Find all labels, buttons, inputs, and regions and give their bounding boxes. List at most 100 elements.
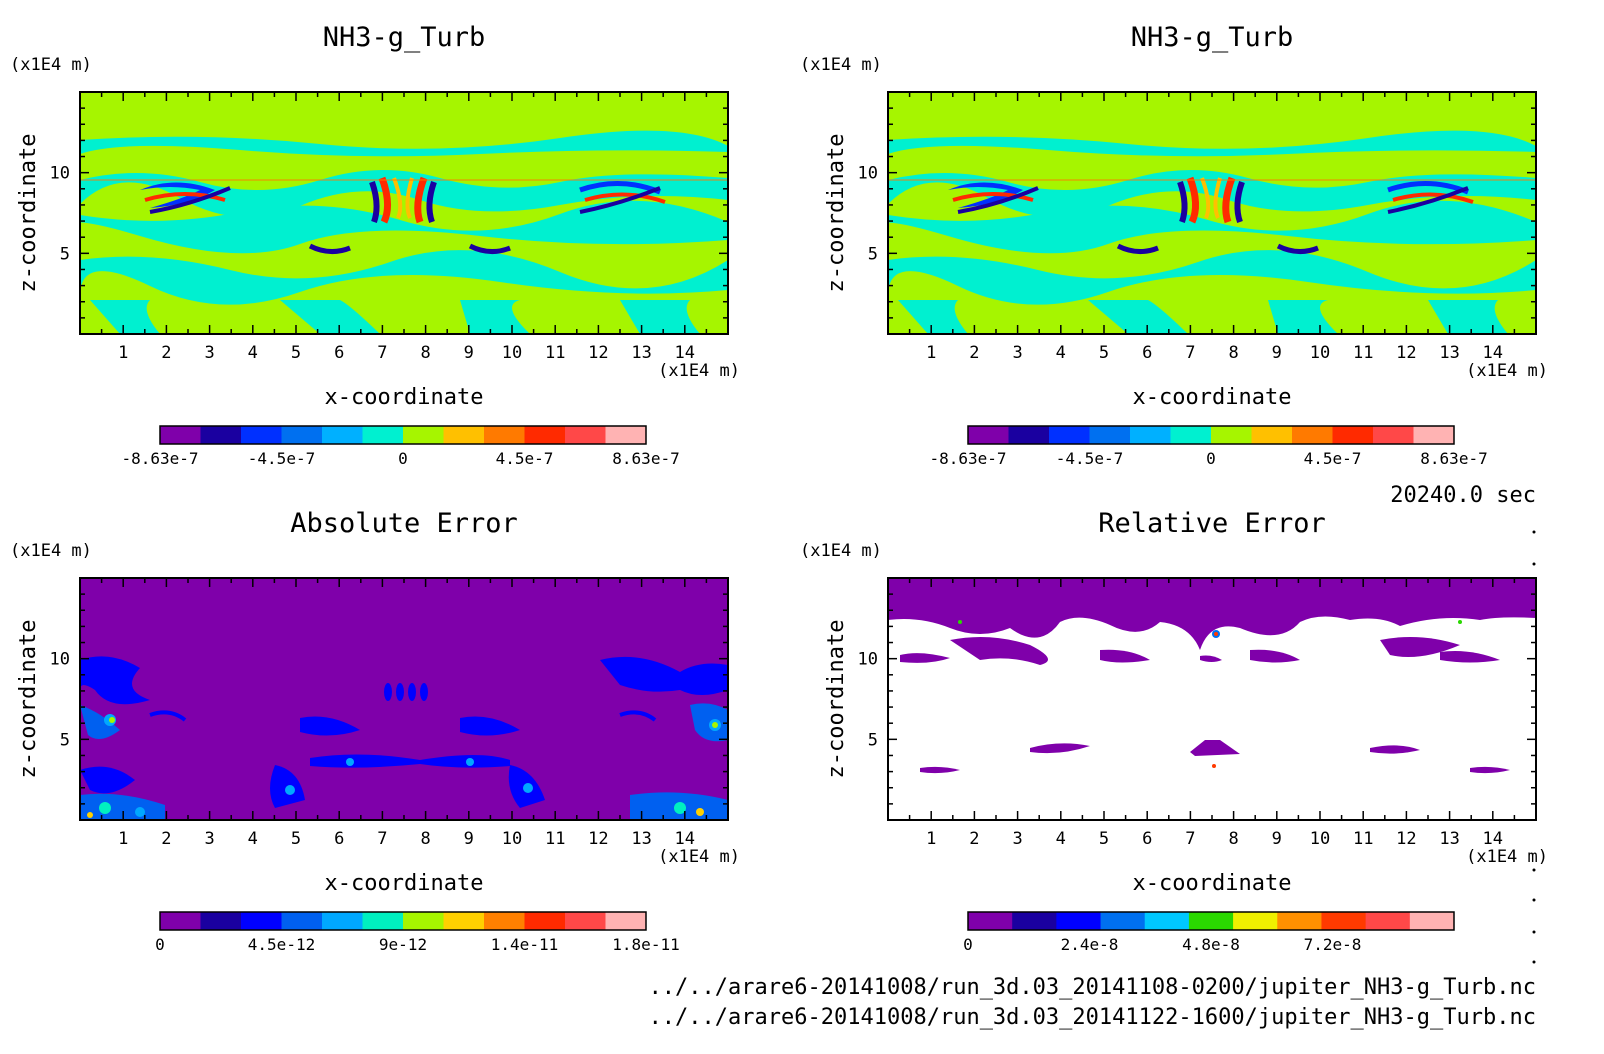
- colorbar-swatch: [1365, 912, 1411, 930]
- field-features: [888, 578, 1536, 774]
- tick-marks: [887, 91, 1537, 335]
- x-tick-label: 14: [675, 829, 695, 849]
- y-tick-label: 5: [60, 244, 70, 264]
- colorbar-swatch: [1332, 426, 1374, 444]
- colorbar-swatch: [1233, 912, 1278, 930]
- x-tick-label: 7: [377, 343, 387, 363]
- colorbar-swatch: [322, 912, 363, 930]
- colorbar-swatch: [443, 912, 485, 930]
- colorbar-swatch: [200, 426, 242, 444]
- colorbar-label: 4.5e-7: [1304, 449, 1362, 468]
- tick-marks: [79, 91, 729, 335]
- panel-top-right: NH3-g_Turb (x1E4 m) z-coordinate: [800, 22, 1548, 468]
- x-unit-label: (x1E4 m): [658, 847, 740, 867]
- x-tick-label: 3: [1012, 343, 1022, 363]
- chart-title: NH3-g_Turb: [1131, 22, 1294, 53]
- colorbar-swatch: [200, 912, 242, 930]
- y-tick-label: 5: [868, 730, 878, 750]
- panel-bottom-left: Absolute Error (x1E4 m) z-coordinate: [10, 508, 740, 954]
- x-tick-label: 3: [204, 343, 214, 363]
- x-tick-label: 9: [1272, 829, 1282, 849]
- plot-area: [80, 92, 728, 334]
- x-tick-label: 5: [291, 343, 301, 363]
- panel-bottom-right: Relative Error (x1E4 m) z-coordinate: [800, 508, 1548, 954]
- y-axis-title: z-coordinate: [824, 134, 849, 293]
- colorbar-swatch: [362, 426, 404, 444]
- x-tick-label: 8: [420, 343, 430, 363]
- colorbar-frame: [159, 911, 647, 931]
- y-unit-label: (x1E4 m): [800, 541, 882, 561]
- x-tick-label: 5: [1099, 829, 1109, 849]
- y-tick-label: 5: [60, 730, 70, 750]
- colorbar-swatch: [241, 426, 282, 444]
- x-tick-label: 7: [377, 829, 387, 849]
- x-tick-label: 6: [334, 829, 344, 849]
- colorbar: 0 4.5e-12 9e-12 1.4e-11 1.8e-11: [155, 911, 680, 954]
- x-axis-title: x-coordinate: [325, 871, 484, 896]
- x-tick-label: 8: [1228, 829, 1238, 849]
- y-tick-label: 10: [50, 164, 70, 184]
- x-tick-label: 3: [1012, 829, 1022, 849]
- colorbar-swatch: [160, 426, 201, 444]
- x-unit-label: (x1E4 m): [658, 361, 740, 381]
- colorbar-label: -4.5e-7: [248, 449, 315, 468]
- x-tick-label: 1: [926, 343, 936, 363]
- colorbar-swatch: [1211, 426, 1252, 444]
- y-unit-label: (x1E4 m): [10, 55, 92, 75]
- plot-area: [888, 578, 1536, 820]
- colorbar-label: 4.5e-12: [248, 935, 315, 954]
- colorbar-swatch: [1056, 912, 1102, 930]
- x-tick-label: 6: [334, 343, 344, 363]
- x-tick-label: 10: [1310, 829, 1330, 849]
- x-tick-label: 4: [1056, 829, 1066, 849]
- colorbar-label: 2.4e-8: [1061, 935, 1119, 954]
- colorbar-swatch: [1144, 912, 1190, 930]
- chart-title: Relative Error: [1098, 508, 1326, 539]
- colorbar-label: 1.4e-11: [491, 935, 558, 954]
- colorbar-swatch: [1089, 426, 1131, 444]
- y-tick-label: 10: [858, 650, 878, 670]
- colorbar-label: 0: [398, 449, 408, 468]
- tick-marks: [79, 577, 729, 821]
- x-tick-label: 1: [118, 343, 128, 363]
- x-tick-label: 1: [118, 829, 128, 849]
- colorbar-frame: [967, 425, 1455, 445]
- x-tick-label: 2: [969, 829, 979, 849]
- colorbar-label: -8.63e-7: [929, 449, 1006, 468]
- x-tick-label: 2: [161, 343, 171, 363]
- colorbar-label: 4.8e-8: [1182, 935, 1240, 954]
- colorbar-label: 8.63e-7: [612, 449, 679, 468]
- x-tick-label: 13: [1439, 829, 1459, 849]
- chart-title: NH3-g_Turb: [323, 22, 486, 53]
- colorbar-swatch: [281, 426, 323, 444]
- colorbar-label: 9e-12: [379, 935, 427, 954]
- colorbar-swatch: [1292, 426, 1333, 444]
- y-axis-title: z-coordinate: [824, 620, 849, 779]
- colorbar-swatch: [362, 912, 404, 930]
- colorbar-swatch: [1409, 912, 1455, 930]
- x-tick-label: 4: [248, 829, 258, 849]
- x-tick-label: 12: [588, 829, 608, 849]
- colorbar-swatch: [403, 912, 444, 930]
- colorbar-swatch: [1049, 426, 1090, 444]
- x-tick-label: 4: [248, 343, 258, 363]
- x-tick-label: 14: [1483, 343, 1503, 363]
- field-features: [80, 130, 728, 334]
- colorbar-swatch: [1251, 426, 1293, 444]
- x-tick-label: 5: [1099, 343, 1109, 363]
- x-tick-label: 12: [588, 343, 608, 363]
- x-tick-label: 2: [969, 343, 979, 363]
- x-tick-label: 8: [1228, 343, 1238, 363]
- x-tick-label: 9: [464, 343, 474, 363]
- y-unit-label: (x1E4 m): [10, 541, 92, 561]
- x-tick-label: 8: [420, 829, 430, 849]
- colorbar-swatch: [1012, 912, 1057, 930]
- x-tick-label: 13: [1439, 343, 1459, 363]
- x-tick-label: 2: [161, 829, 171, 849]
- colorbar-frame: [967, 911, 1455, 931]
- time-label: 20240.0 sec: [1390, 483, 1536, 508]
- colorbar: -8.63e-7 -4.5e-7 0 4.5e-7 8.63e-7: [929, 425, 1488, 468]
- x-tick-label: 10: [1310, 343, 1330, 363]
- colorbar-swatch: [484, 426, 525, 444]
